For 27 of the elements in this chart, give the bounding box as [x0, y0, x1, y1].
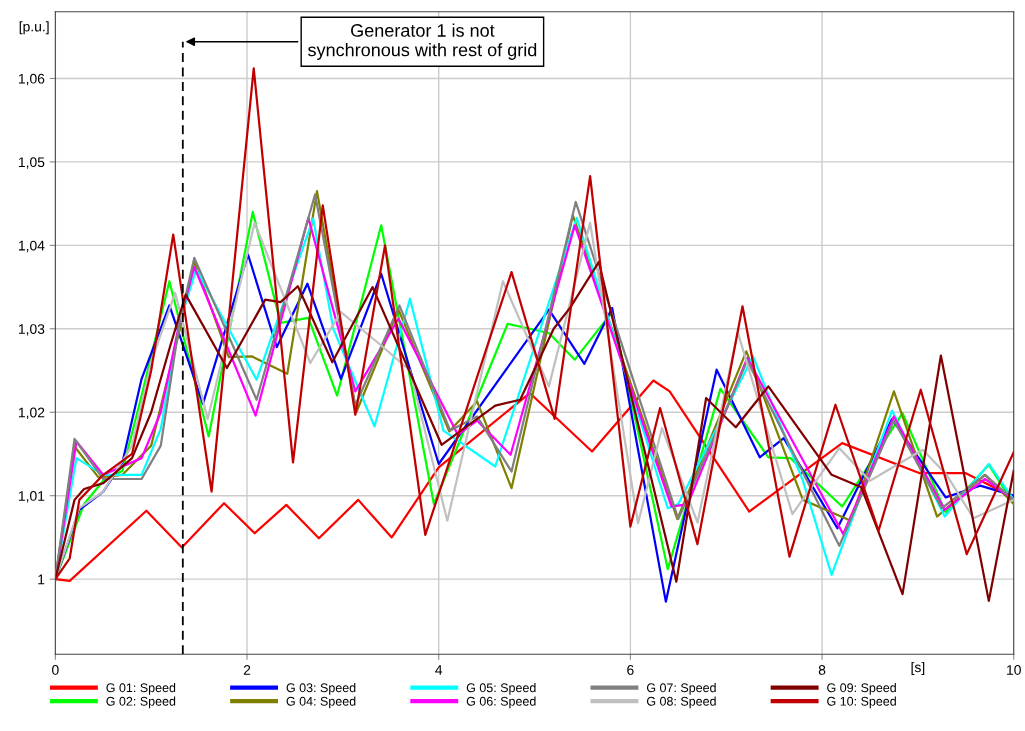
x-tick-label: 2: [243, 665, 251, 675]
legend-label: G 03: Speed: [286, 682, 356, 695]
y-tick-label: 1: [38, 574, 45, 585]
y-tick-label: 1,01: [18, 491, 45, 503]
legend-label: G 08: Speed: [646, 696, 716, 709]
legend-label: G 02: Speed: [106, 696, 176, 709]
legend-label: G 10: Speed: [827, 696, 896, 709]
x-axis-title: [s]: [911, 661, 925, 675]
x-tick-label: 10: [1007, 665, 1021, 675]
y-tick-label: 1,03: [18, 324, 45, 336]
annotation: Generator 1 is not synchronous with rest of grid: [308, 23, 537, 60]
y-tick-label: 1,05: [18, 157, 45, 169]
legend-label: G 05: Speed: [466, 682, 536, 695]
y-tick-label: 1,02: [18, 407, 45, 420]
legend-label: G 09: Speed: [827, 682, 896, 695]
line-series: [55, 67, 1014, 581]
legend-label: G 06: Speed: [466, 696, 536, 709]
legend-label: G 04: Speed: [286, 696, 356, 709]
y-tick-label: 1,06: [18, 73, 45, 86]
x-tick-label: 0: [52, 665, 59, 675]
y-axis-title: [p.u.]: [19, 21, 49, 35]
y-tick-label: 1,04: [18, 240, 45, 253]
legend-label: G 07: Speed: [646, 682, 716, 695]
legend-label: G 01: Speed: [106, 682, 176, 695]
x-tick-label: 8: [818, 665, 826, 675]
x-tick-label: 4: [435, 665, 443, 675]
x-tick-label: 6: [627, 665, 634, 675]
